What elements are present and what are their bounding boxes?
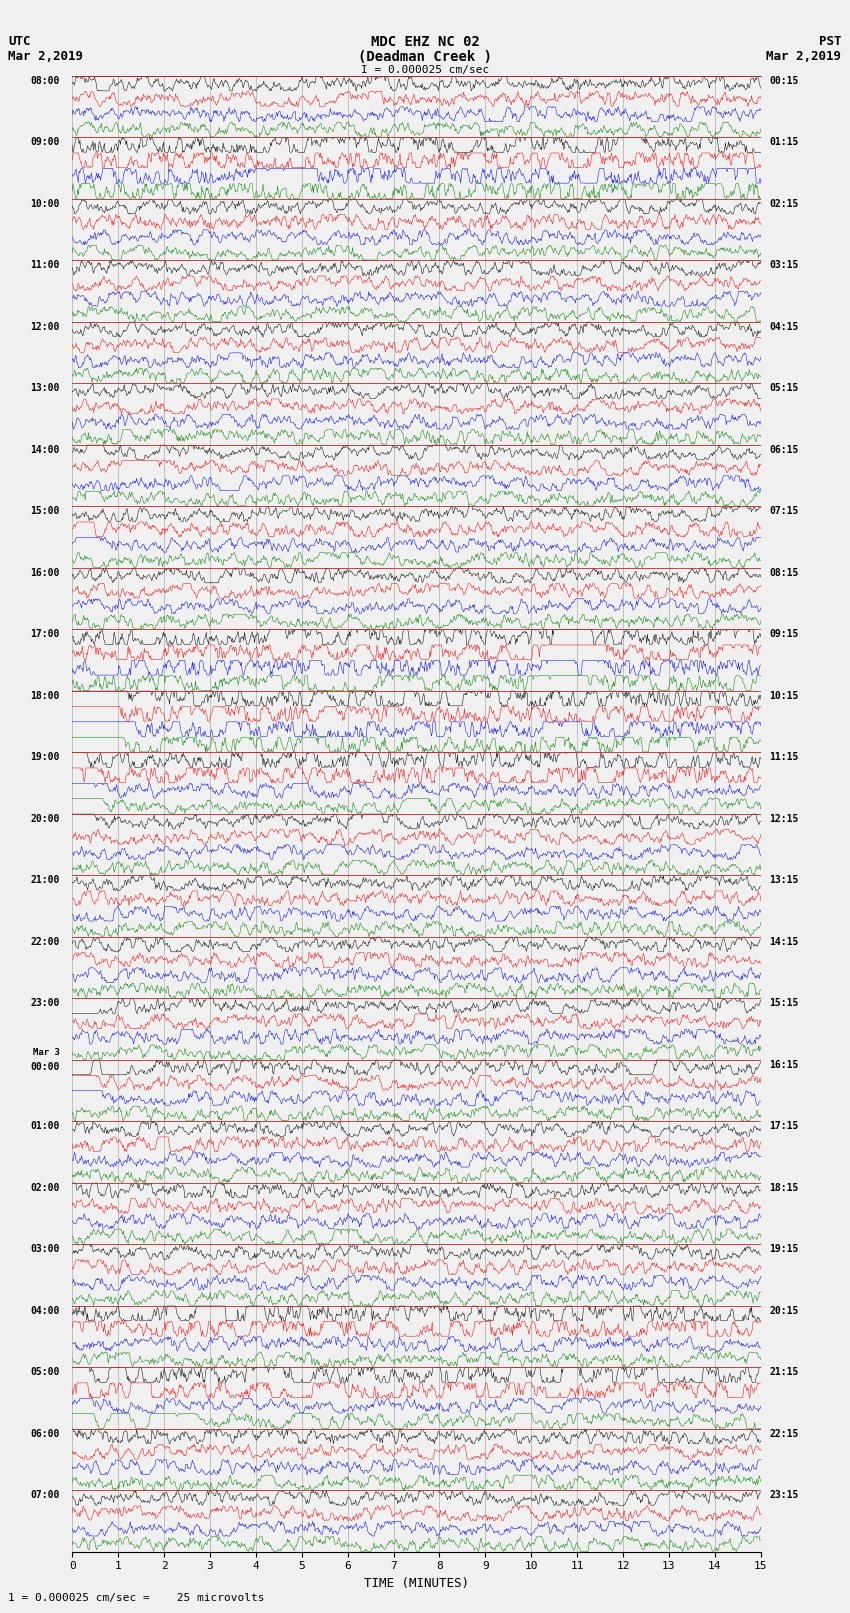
Text: 12:00: 12:00 <box>30 323 60 332</box>
Text: I = 0.000025 cm/sec: I = 0.000025 cm/sec <box>361 65 489 74</box>
Text: 05:00: 05:00 <box>30 1368 60 1378</box>
Text: 08:00: 08:00 <box>30 76 60 85</box>
Text: PST: PST <box>819 35 842 48</box>
Text: 06:15: 06:15 <box>769 445 798 455</box>
Text: 23:15: 23:15 <box>769 1490 798 1500</box>
Text: 14:15: 14:15 <box>769 937 798 947</box>
Text: 18:15: 18:15 <box>769 1182 798 1192</box>
Text: 06:00: 06:00 <box>30 1429 60 1439</box>
Text: 19:15: 19:15 <box>769 1244 798 1255</box>
Text: 00:00: 00:00 <box>30 1061 60 1073</box>
Text: 22:15: 22:15 <box>769 1429 798 1439</box>
Text: 21:15: 21:15 <box>769 1368 798 1378</box>
Text: 10:00: 10:00 <box>30 198 60 208</box>
Text: 11:00: 11:00 <box>30 260 60 271</box>
Text: 19:00: 19:00 <box>30 752 60 763</box>
Text: 11:15: 11:15 <box>769 752 798 763</box>
Text: 02:15: 02:15 <box>769 198 798 208</box>
Text: 16:00: 16:00 <box>30 568 60 577</box>
Text: 21:00: 21:00 <box>30 876 60 886</box>
Text: 12:15: 12:15 <box>769 815 798 824</box>
Text: 10:15: 10:15 <box>769 690 798 700</box>
Text: MDC EHZ NC 02: MDC EHZ NC 02 <box>371 35 479 50</box>
Text: 22:00: 22:00 <box>30 937 60 947</box>
Text: 07:00: 07:00 <box>30 1490 60 1500</box>
Text: 14:00: 14:00 <box>30 445 60 455</box>
Text: 09:00: 09:00 <box>30 137 60 147</box>
Text: 08:15: 08:15 <box>769 568 798 577</box>
X-axis label: TIME (MINUTES): TIME (MINUTES) <box>364 1578 469 1590</box>
Text: 23:00: 23:00 <box>30 998 60 1008</box>
Text: 07:15: 07:15 <box>769 506 798 516</box>
Text: 15:00: 15:00 <box>30 506 60 516</box>
Text: Mar 2,2019: Mar 2,2019 <box>767 50 842 63</box>
Text: 15:15: 15:15 <box>769 998 798 1008</box>
Text: 00:15: 00:15 <box>769 76 798 85</box>
Text: 05:15: 05:15 <box>769 384 798 394</box>
Text: 03:15: 03:15 <box>769 260 798 271</box>
Text: 09:15: 09:15 <box>769 629 798 639</box>
Text: 02:00: 02:00 <box>30 1182 60 1192</box>
Text: 13:00: 13:00 <box>30 384 60 394</box>
Text: 01:00: 01:00 <box>30 1121 60 1131</box>
Text: 20:15: 20:15 <box>769 1307 798 1316</box>
Text: UTC: UTC <box>8 35 31 48</box>
Text: Mar 2,2019: Mar 2,2019 <box>8 50 83 63</box>
Text: 16:15: 16:15 <box>769 1060 798 1069</box>
Text: 20:00: 20:00 <box>30 815 60 824</box>
Text: 17:00: 17:00 <box>30 629 60 639</box>
Text: 01:15: 01:15 <box>769 137 798 147</box>
Text: 13:15: 13:15 <box>769 876 798 886</box>
Text: 04:00: 04:00 <box>30 1307 60 1316</box>
Text: 1 = 0.000025 cm/sec =    25 microvolts: 1 = 0.000025 cm/sec = 25 microvolts <box>8 1594 265 1603</box>
Text: 17:15: 17:15 <box>769 1121 798 1131</box>
Text: 04:15: 04:15 <box>769 323 798 332</box>
Text: (Deadman Creek ): (Deadman Creek ) <box>358 50 492 65</box>
Text: 03:00: 03:00 <box>30 1244 60 1255</box>
Text: 18:00: 18:00 <box>30 690 60 700</box>
Text: Mar 3: Mar 3 <box>32 1047 60 1057</box>
